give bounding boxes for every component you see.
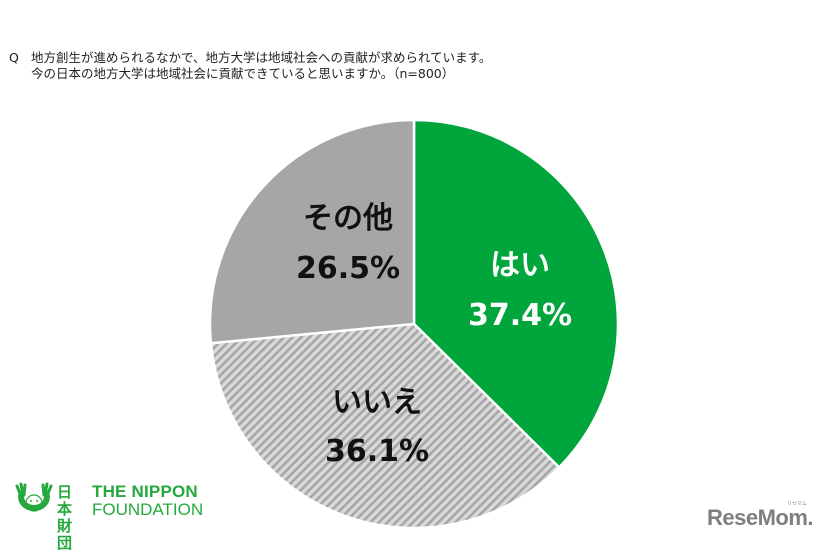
slice-label-other: その他 [303,204,393,234]
slice-value-yes: 37.4% [468,301,572,331]
resemom-kana: リセマム [787,501,808,507]
slice-label-yes: はい [490,251,550,281]
slice-value-other: 26.5% [296,254,400,284]
slice-value-no: 36.1% [325,437,429,467]
question-line-2: 今の日本の地方大学は地域社会に貢献できていると思いますか。（n=800） [31,66,455,81]
nippon-foundation-kanji: 日本 財団 [57,483,72,552]
slice-other-label: その他 [303,201,393,236]
slice-no-label: いいえ [332,385,422,420]
slice-yes-value: 37.4% [467,298,573,333]
pie-slice-yes [412,118,620,469]
slice-label-no: いいえ [332,388,422,418]
nippon-foundation-emblem-icon [15,482,53,512]
question-line-1: 地方創生が進められるなかで、地方大学は地域社会への貢献が求められています。 [31,50,492,65]
slice-no-value: 36.1% [324,434,430,469]
slice-yes-label: はい [490,248,550,283]
slice-other-value: 26.5% [295,251,401,286]
resemom-wordmark: ReseMom. [707,505,814,530]
pie-slice-other [208,118,416,345]
question-text: 地方創生が進められるなかで、地方大学は地域社会への貢献が求められています。 今の… [31,50,491,82]
question-mark: Q [9,50,19,65]
pie-slice-no [209,322,561,530]
nippon-foundation-english: THE NIPPON FOUNDATION [92,482,204,519]
